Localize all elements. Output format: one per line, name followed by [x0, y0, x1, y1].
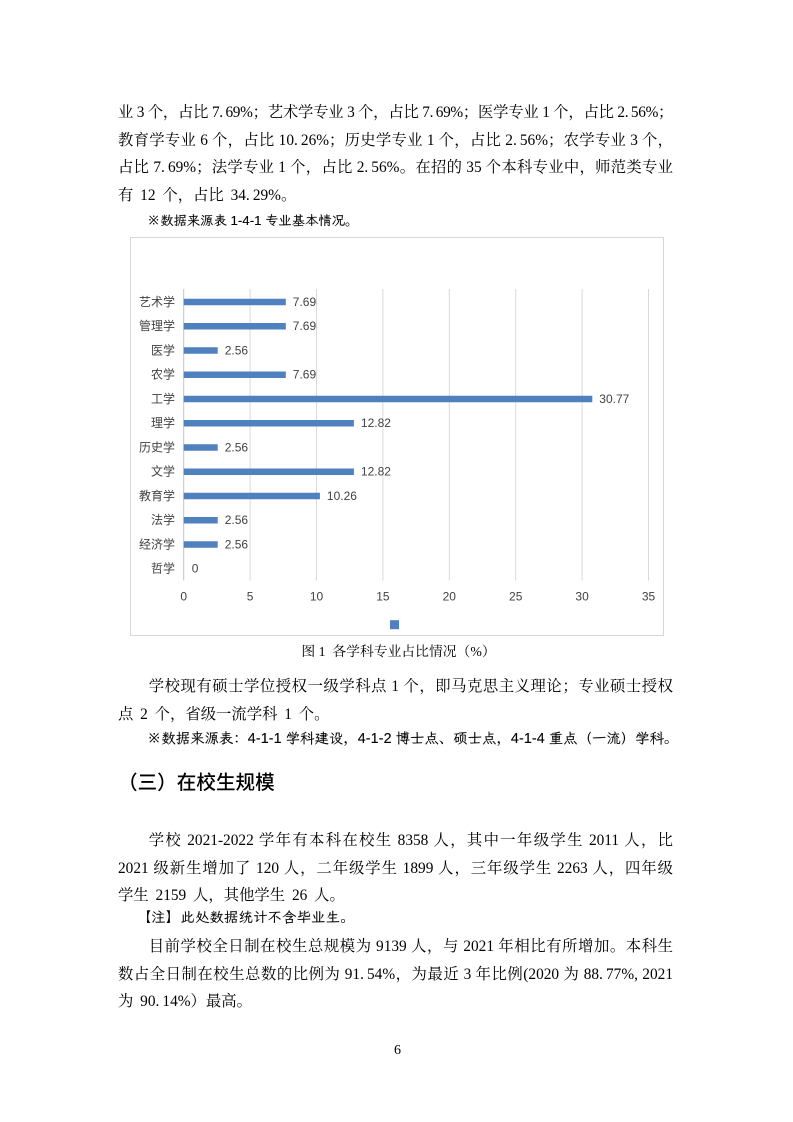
- svg-text:经济学: 经济学: [138, 537, 174, 552]
- svg-text:35: 35: [641, 590, 655, 604]
- svg-text:5: 5: [246, 590, 253, 604]
- svg-text:30.77: 30.77: [599, 392, 629, 406]
- svg-text:7.69: 7.69: [292, 368, 316, 382]
- svg-text:哲学: 哲学: [150, 561, 174, 576]
- svg-text:教育学: 教育学: [138, 488, 174, 503]
- svg-text:10.26: 10.26: [326, 489, 356, 503]
- svg-text:12.82: 12.82: [360, 465, 390, 479]
- svg-text:2.56: 2.56: [224, 513, 248, 527]
- svg-text:30: 30: [575, 590, 589, 604]
- svg-text:医学: 医学: [150, 343, 174, 358]
- svg-text:12.82: 12.82: [360, 416, 390, 430]
- svg-text:0: 0: [191, 562, 198, 576]
- svg-text:2.56: 2.56: [224, 441, 248, 455]
- svg-text:7.69: 7.69: [292, 295, 316, 309]
- svg-text:7.69: 7.69: [292, 319, 316, 333]
- svg-text:0: 0: [180, 590, 187, 604]
- svg-text:法学: 法学: [150, 512, 174, 527]
- svg-text:管理学: 管理学: [138, 318, 174, 333]
- svg-text:农学: 农学: [150, 367, 174, 382]
- svg-text:20: 20: [442, 590, 456, 604]
- svg-text:25: 25: [509, 590, 523, 604]
- svg-text:工学: 工学: [150, 391, 174, 406]
- svg-text:理学: 理学: [150, 415, 174, 430]
- svg-text:文学: 文学: [150, 464, 174, 479]
- svg-text:2.56: 2.56: [224, 344, 248, 358]
- svg-text:艺术学: 艺术学: [138, 294, 174, 309]
- svg-text:15: 15: [376, 590, 390, 604]
- svg-text:10: 10: [309, 590, 323, 604]
- svg-text:历史学: 历史学: [138, 440, 174, 455]
- svg-text:2.56: 2.56: [224, 538, 248, 552]
